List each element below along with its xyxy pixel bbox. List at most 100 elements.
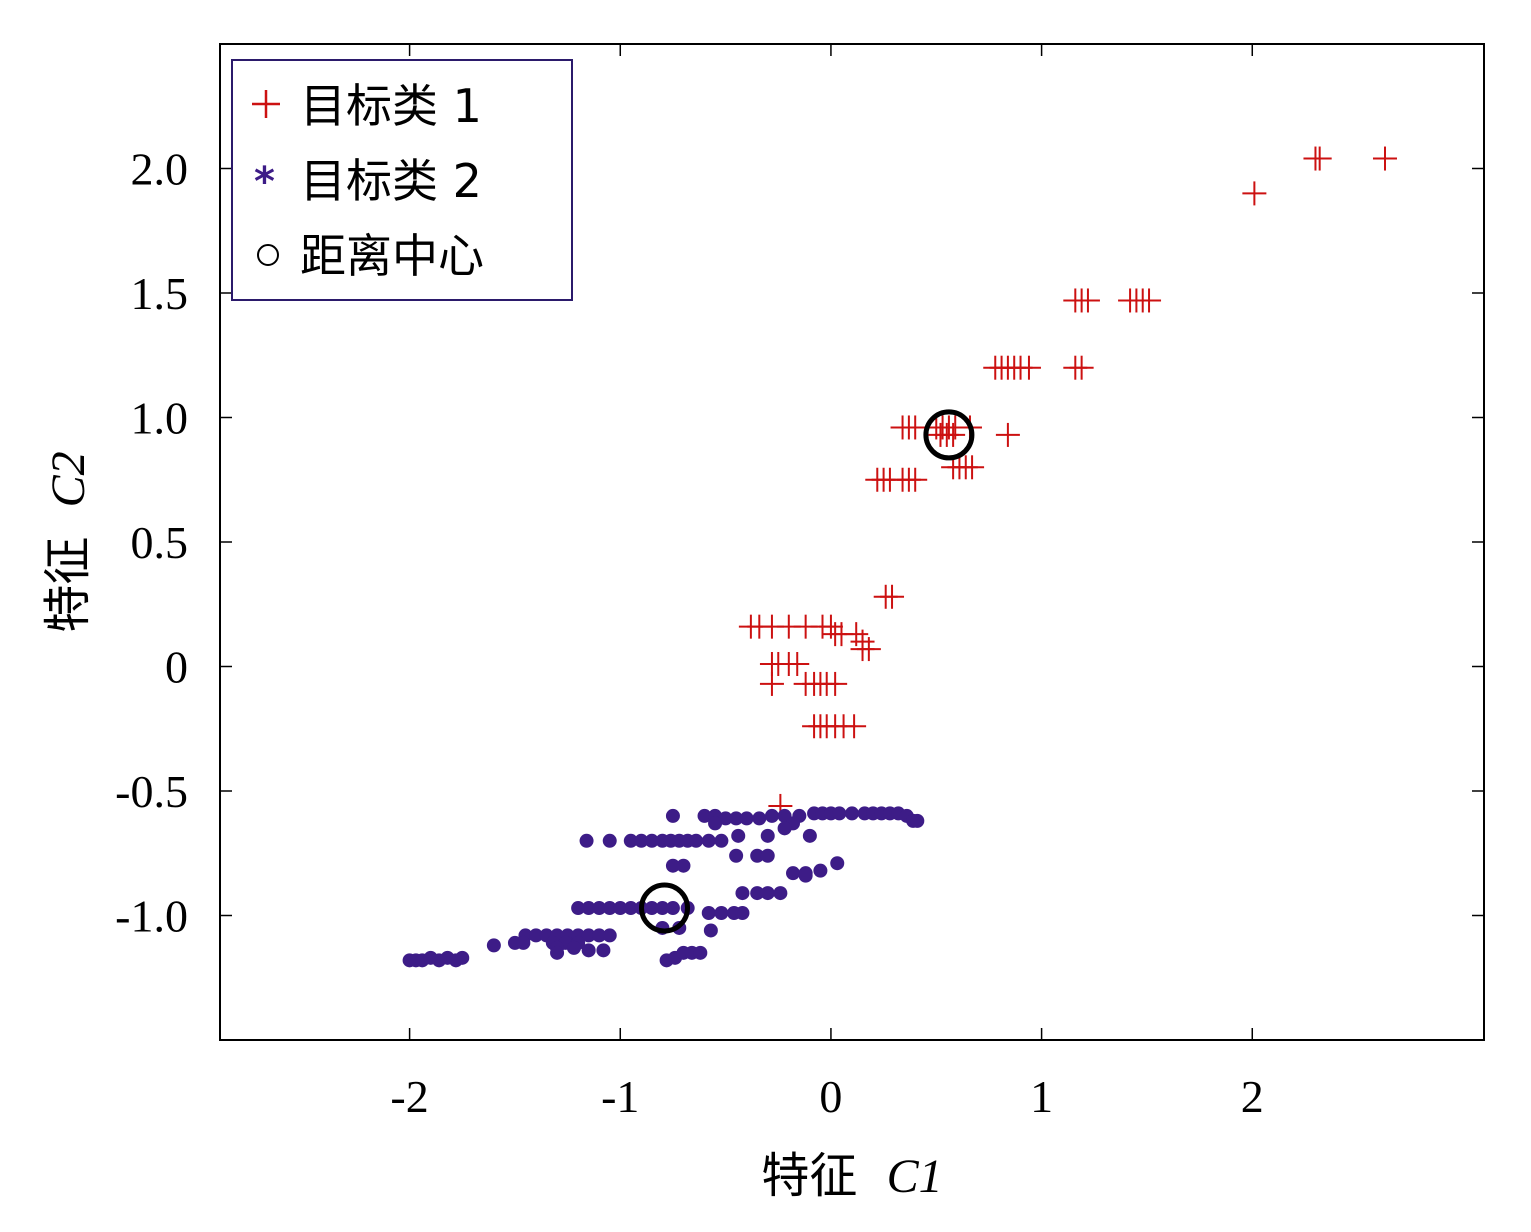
point-class1 [1303,146,1328,171]
point-class2 [644,901,659,916]
x-tick-label: 0 [819,1071,842,1122]
point-class1 [842,714,867,739]
point-class2 [832,806,847,821]
x-tick-label: -1 [601,1071,639,1122]
y-axis-label: 特征 C2 [40,451,96,632]
point-class2 [752,811,767,826]
point-class1 [823,671,848,696]
point-class2 [802,828,817,843]
point-class2 [665,858,680,873]
x-tick-label: 2 [1241,1071,1264,1122]
point-class2 [486,938,501,953]
point-class2 [665,808,680,823]
point-class1 [850,637,875,662]
series-centers [639,409,975,934]
point-class2 [516,935,531,950]
point-class2 [718,811,733,826]
point-class1 [785,652,810,677]
legend-marker-circle [257,244,279,266]
point-class1 [960,455,985,480]
point-class2 [750,886,765,901]
point-class1 [1372,146,1397,171]
y-axis-label-var: C2 [42,451,95,507]
point-class2 [845,806,859,821]
point-class2 [910,813,925,828]
center-marker [923,409,975,461]
legend-marker-asterisk: * [254,159,275,205]
center-marker [639,882,691,934]
point-class2 [602,928,617,943]
point-class2 [786,866,801,881]
point-class1 [1137,288,1162,313]
point-class2 [592,928,607,943]
point-class2 [581,901,596,916]
y-tick-label: 1.0 [131,393,189,444]
legend-box [231,59,573,301]
point-class2 [550,945,565,960]
x-axis-label-var: C1 [887,1150,943,1203]
point-class2 [703,923,718,938]
point-class2 [581,943,596,958]
point-class1 [1242,181,1267,206]
point-class2 [613,901,628,916]
point-class2 [739,811,754,826]
point-class2 [701,833,716,848]
point-class2 [764,808,779,823]
point-class2 [693,945,708,960]
series-class2 [402,806,925,968]
legend-label-class1: 目标类 1 [300,79,482,133]
point-class2 [729,848,744,863]
point-class1 [903,467,928,492]
point-class2 [529,928,543,943]
point-class2 [760,848,775,863]
y-tick-label: 0 [165,642,188,693]
point-class1 [1069,355,1094,380]
point-class2 [701,906,716,921]
y-tick-label: -1.0 [115,891,188,942]
legend-label-center: 距离中心 [300,229,484,283]
point-class2 [579,833,594,848]
point-class2 [644,833,659,848]
y-tick-label: 1.5 [131,268,189,319]
point-class2 [735,906,750,921]
point-class2 [571,901,586,916]
y-tick-label: -0.5 [115,766,188,817]
point-class2 [566,940,581,955]
point-class2 [592,901,607,916]
point-class2 [665,901,680,916]
y-tick-label: 0.5 [131,517,189,568]
legend-label-class2: 目标类 2 [300,154,482,208]
point-class1 [941,422,966,447]
point-class1 [880,584,905,609]
point-class1 [759,671,784,696]
point-class1 [903,415,928,440]
point-class2 [773,886,788,901]
point-class2 [708,816,723,831]
point-class2 [623,833,638,848]
y-axis-label-prefix: 特征 [40,537,96,633]
point-class2 [689,833,704,848]
point-class2 [798,868,813,883]
point-class2 [777,821,792,836]
point-class2 [581,928,596,943]
point-class2 [602,901,617,916]
point-class2 [623,901,638,916]
point-class1 [1075,288,1100,313]
point-class2 [731,828,746,843]
point-class2 [697,808,712,823]
point-class2 [750,848,765,863]
point-class2 [602,833,617,848]
point-class2 [714,906,729,921]
point-class2 [729,811,744,826]
series-class1 [738,146,1397,818]
point-class2 [455,950,470,965]
x-axis-label: 特征 C1 [761,1148,942,1204]
point-class2 [813,863,828,878]
x-tick-label: 1 [1030,1071,1053,1122]
point-class2 [735,886,750,901]
legend-marker-plus [252,90,280,118]
x-tick-label: -2 [390,1071,428,1122]
y-tick-label: 2.0 [131,144,189,195]
axis-ticks: -2 -1 0 1 2 -1.0 -0.5 0 0.5 1.0 1.5 2.0 [115,44,1484,1122]
